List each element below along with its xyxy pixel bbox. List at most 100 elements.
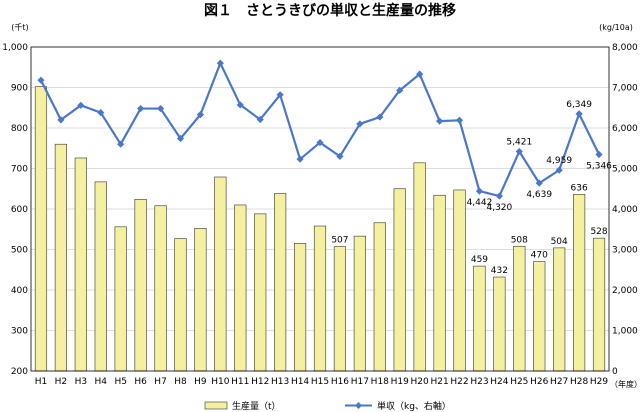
line-marker [97, 109, 105, 117]
right-tick-label: 2,000 [612, 286, 638, 296]
left-axis-unit: (千t) [11, 22, 28, 32]
x-tick-label: H16 [331, 377, 349, 387]
left-tick-label: 900 [11, 84, 28, 94]
line-marker [475, 187, 484, 195]
x-tick-label: H18 [371, 377, 389, 387]
x-tick-label: H13 [271, 377, 289, 387]
bar [313, 225, 327, 372]
x-tick-label: H14 [291, 377, 309, 387]
line-marker [196, 111, 205, 119]
bar [413, 162, 426, 372]
x-tick-label: H15 [311, 377, 329, 387]
bar [274, 193, 287, 372]
x-tick-label: H26 [530, 377, 548, 387]
bar [114, 226, 127, 372]
bar [293, 243, 307, 372]
left-tick-label: 600 [11, 205, 28, 215]
line-marker [575, 110, 583, 118]
bar [433, 194, 446, 372]
line-marker [57, 116, 65, 124]
line-marker [296, 155, 304, 163]
x-tick-label: H2 [55, 377, 68, 387]
right-axis-unit: (kg/10a) [599, 23, 633, 32]
line-marker [535, 179, 543, 187]
axes: 200 0 300 1,000 400 2,000 500 3,000 600 4,000 700 5… [2, 43, 638, 387]
bar-data-label: 470 [531, 251, 548, 261]
bar-data-label: 504 [551, 237, 568, 247]
x-tick-label: H20 [411, 377, 429, 387]
bar [254, 213, 267, 372]
bar [74, 157, 87, 372]
line-marker [77, 101, 85, 109]
line-marker [555, 166, 563, 174]
bar [134, 198, 147, 372]
bar [592, 237, 606, 372]
chart-title: 図１ さとうきびの単収と生産量の推移 [204, 2, 456, 19]
line-marker [216, 59, 224, 67]
bar-data-label: 459 [471, 255, 488, 265]
left-tick-label: 500 [11, 246, 28, 256]
line-marker [156, 104, 165, 113]
x-tick-label: H22 [450, 377, 468, 387]
line-data-label: 4,959 [546, 156, 572, 166]
bar [573, 194, 586, 372]
x-tick-label: H3 [75, 377, 88, 387]
bar [533, 261, 546, 372]
line-marker [256, 115, 264, 124]
legend-bar-label: 生産量（t） [232, 400, 281, 412]
line-marker [137, 104, 145, 113]
x-tick-label: H23 [470, 377, 488, 387]
x-tick-label: H29 [590, 377, 608, 387]
right-tick-label: 0 [612, 367, 618, 377]
line-path [39, 62, 601, 198]
x-tick-label: H24 [490, 377, 508, 387]
x-tick-label: H5 [114, 377, 127, 387]
line-marker [435, 117, 444, 125]
x-tick-label: H7 [154, 377, 167, 387]
line-marker [37, 76, 45, 84]
line-marker [376, 113, 384, 121]
legend-line-marker [355, 402, 362, 409]
line-data-label: 5,346 [586, 161, 612, 171]
bar-data-label: 528 [590, 227, 607, 237]
bar-data-label: 432 [491, 266, 508, 276]
line-marker [236, 101, 244, 109]
line-marker [316, 138, 324, 147]
bar [214, 176, 227, 372]
legend-line-label: 単収（kg、右軸） [377, 400, 451, 412]
right-tick-label: 6,000 [612, 124, 638, 134]
x-tick-label: H19 [391, 377, 409, 387]
right-tick-label: 7,000 [612, 84, 638, 94]
bar [393, 188, 406, 372]
line-marker [117, 140, 125, 148]
x-tick-label: H11 [231, 377, 249, 387]
x-axis-unit: （年度） [610, 379, 640, 389]
x-tick-label: H6 [134, 377, 147, 387]
x-tick-label: H17 [351, 377, 369, 387]
bar [54, 143, 67, 372]
bar [194, 228, 207, 372]
legend-bar-swatch [204, 401, 228, 410]
bar [234, 204, 247, 372]
line-marker [495, 192, 503, 200]
line-marker [356, 120, 364, 128]
plot-frame [30, 46, 610, 372]
bar [174, 238, 187, 372]
right-tick-label: 8,000 [612, 43, 638, 53]
line-marker [276, 91, 284, 99]
line-marker [176, 134, 185, 143]
line-series [37, 59, 603, 200]
x-tick-label: H1 [35, 377, 48, 387]
left-tick-label: 300 [11, 327, 28, 337]
bar [353, 235, 366, 372]
bar [453, 189, 466, 372]
right-tick-label: 3,000 [612, 246, 638, 256]
bar-series [34, 86, 606, 372]
x-tick-label: H28 [570, 377, 588, 387]
right-tick-label: 5,000 [612, 165, 638, 175]
line-marker [336, 152, 344, 160]
left-tick-label: 200 [11, 367, 28, 377]
bar [34, 86, 48, 372]
bar [493, 276, 506, 372]
